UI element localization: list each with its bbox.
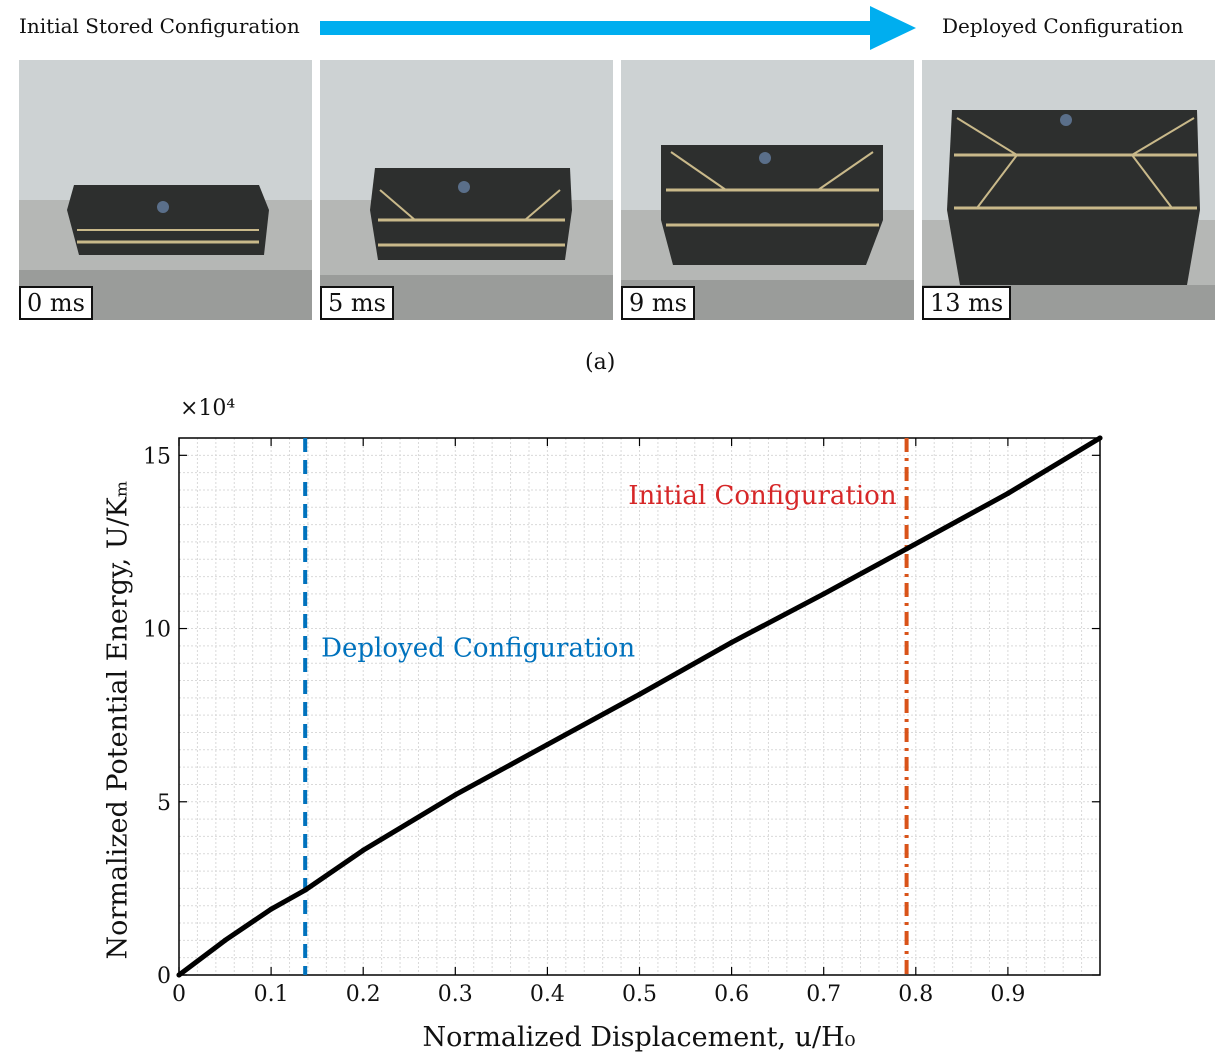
data-point (1097, 435, 1103, 441)
y-multiplier: ×10⁴ (180, 396, 236, 421)
x-tick-label: 0.9 (990, 982, 1025, 1007)
x-axis-label: Normalized Displacement, u/H₀ (422, 1022, 856, 1053)
x-tick-label: 0.3 (438, 982, 473, 1007)
data-point (544, 742, 550, 748)
x-tick-label: 0.5 (622, 982, 657, 1007)
time-label: 0 ms (19, 286, 93, 320)
y-tick-label: 10 (143, 618, 171, 643)
energy-chart: 0 0.1 0.2 0.3 0.4 0.5 0.6 0.7 0.8 0.9 0 5 10 15 Deploy… (0, 390, 1225, 1062)
initial-stored-label: Initial Stored Configuration (19, 14, 300, 38)
x-tick-label: 0.2 (346, 982, 381, 1007)
data-point (268, 906, 274, 912)
time-label: 5 ms (320, 286, 394, 320)
annotation-initial-label: Initial Configuration (628, 481, 897, 511)
y-tick-label: 15 (143, 444, 171, 469)
y-tick-label: 0 (157, 964, 171, 989)
photo-frame: 0 ms (19, 60, 312, 320)
data-point (302, 887, 308, 893)
y-axis-label: Normalized Potential Energy, U/Kₘ (102, 480, 134, 960)
time-label: 13 ms (922, 286, 1012, 320)
data-point (729, 639, 735, 645)
data-point (360, 847, 366, 853)
data-point (452, 792, 458, 798)
photo-13ms (922, 60, 1215, 320)
time-label: 9 ms (621, 286, 695, 320)
chart-canvas: 0 0.1 0.2 0.3 0.4 0.5 0.6 0.7 0.8 0.9 0 5 10 15 Deploy… (143, 435, 1103, 1007)
photo-sequence: 0 ms 5 ms 9 ms (0, 60, 1225, 320)
data-point (637, 691, 642, 697)
x-tick-label: 0.1 (254, 982, 289, 1007)
sequence-header: Initial Stored Configuration Deployed Co… (0, 0, 1225, 58)
subfigure-label: (a) (585, 350, 616, 375)
arrow-right-icon (320, 6, 916, 50)
photo-frame: 5 ms (320, 60, 613, 320)
x-tick-label: 0.8 (898, 982, 933, 1007)
data-point (1005, 490, 1011, 496)
photo-5ms (320, 60, 613, 320)
deployed-label: Deployed Configuration (942, 14, 1184, 38)
data-point (176, 972, 182, 978)
x-tick-label: 0 (172, 982, 186, 1007)
data-point (821, 591, 827, 597)
photo-frame: 9 ms (621, 60, 914, 320)
photo-frame: 13 ms (922, 60, 1215, 320)
annotation-deployed-label: Deployed Configuration (321, 633, 635, 663)
x-tick-label: 0.6 (714, 982, 749, 1007)
data-point (222, 937, 228, 943)
y-tick-label: 5 (157, 791, 171, 816)
x-tick-label: 0.4 (530, 982, 565, 1007)
photo-9ms (621, 60, 914, 320)
x-tick-label: 0.7 (806, 982, 841, 1007)
data-point (904, 546, 910, 552)
photo-0ms (19, 60, 312, 320)
